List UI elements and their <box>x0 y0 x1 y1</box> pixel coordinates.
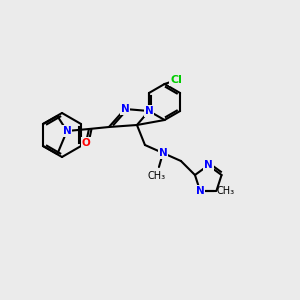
Text: N: N <box>196 186 204 196</box>
Text: N: N <box>121 104 129 114</box>
Text: CH₃: CH₃ <box>148 171 166 181</box>
Text: N: N <box>145 106 153 116</box>
Text: CH₃: CH₃ <box>216 186 234 196</box>
Text: Cl: Cl <box>171 75 182 85</box>
Text: N: N <box>159 148 167 158</box>
Text: N: N <box>204 160 213 170</box>
Text: N: N <box>63 126 71 136</box>
Text: O: O <box>82 138 90 148</box>
